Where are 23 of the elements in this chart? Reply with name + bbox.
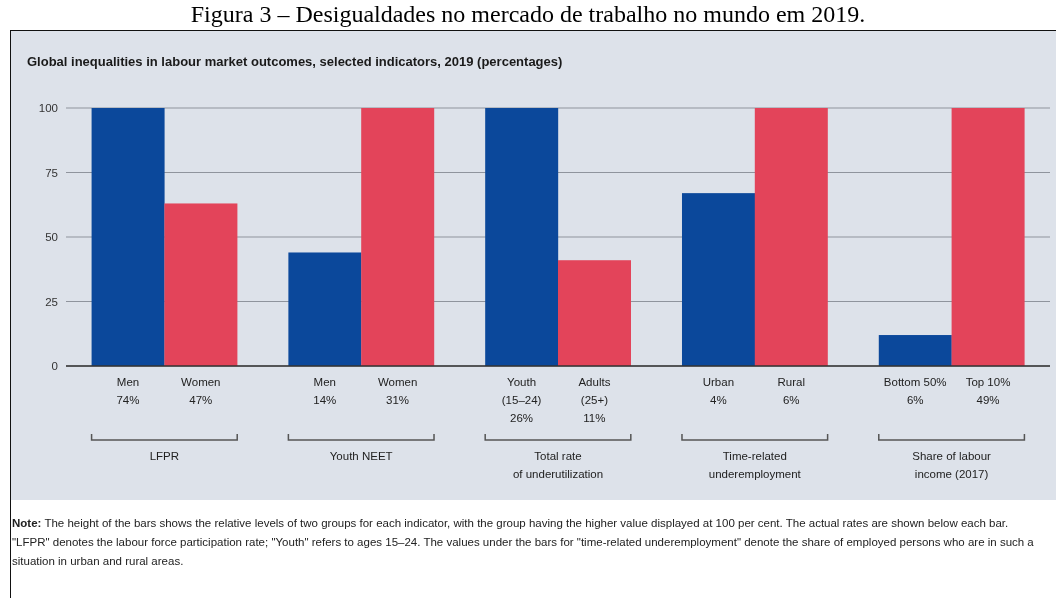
text: Note: The height of the bars shows the relative levels of two groups for each indicator, with the group having the higher value displayed at 100 per cent. The actual rates are shown below each bar. "LFPR" denotes the labour force participation rate; "Youth" refers to ages 15–24. The values under the bars for "time-related underemployment" denote the share of employed persons who are in such a situation in urban and rural areas. — [12, 516, 1035, 569]
text: Time-related underemployment — [708, 450, 802, 480]
chart-title: Figura 3 – Desigualdades no mercado de trabalho no mundo em 2019. — [189, 0, 867, 28]
x-tick-label: Men 74% — [116, 376, 140, 406]
text: Youth NEET — [329, 450, 393, 462]
x-tick-label: Women 31% — [377, 376, 418, 406]
x-tick-label: Rural 6% — [777, 376, 805, 406]
text: Share of labour income (2017) — [912, 450, 992, 480]
y-tick-label: 25 — [45, 295, 58, 308]
text: Total rate of underutilization — [512, 450, 604, 480]
chart-subtitle: Global inequalities in labour market outcomes, selected indicators, 2019 (percentages) — [27, 54, 563, 69]
x-tick-label: Bottom 50% 6% — [883, 376, 947, 406]
x-tick-label: Women 47% — [181, 376, 221, 406]
x-tick-label: Youth (15–24) 26% — [501, 376, 542, 424]
y-tick-label: 50 — [45, 231, 58, 244]
y-tick-label: 75 — [45, 166, 58, 179]
y-tick-label: 100 — [38, 102, 58, 115]
y-tick-label: 0 — [51, 360, 58, 373]
x-tick-label: Adults (25+) 11% — [578, 376, 611, 424]
text: LFPR — [149, 450, 180, 462]
x-tick-label: Top 10% 49% — [965, 376, 1011, 406]
x-tick-label: Men 14% — [313, 376, 337, 406]
x-tick-label: Urban 4% — [702, 376, 735, 406]
